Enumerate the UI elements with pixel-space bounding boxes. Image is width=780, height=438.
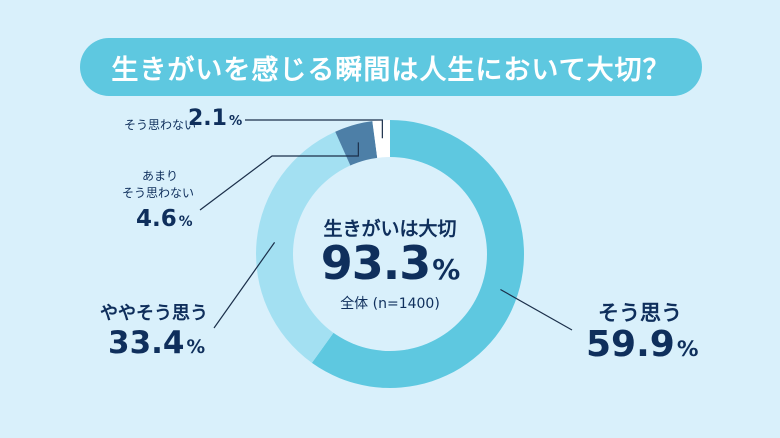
leader-line-no (245, 119, 383, 139)
label-no-name: そう思わない (124, 118, 197, 132)
label-somewhat-no-line1: あまり (142, 169, 179, 183)
title-banner: 生きがいを感じる瞬間は人生において大切？ (80, 38, 702, 96)
center-value-number: 93.3 (320, 236, 431, 290)
leader-line-somewhat-no (199, 142, 359, 211)
label-yes-unit: % (676, 337, 699, 362)
label-somewhat-no-name: あまり そう思わない (120, 168, 194, 202)
leader-line-yes (500, 288, 573, 331)
label-no-value: 2.1% (188, 106, 242, 131)
center-value-unit: % (432, 253, 460, 286)
label-somewhat-yes-name: ややそう思う (100, 303, 208, 324)
label-somewhat-no-unit: % (178, 214, 193, 230)
label-somewhat-yes-number: 33.4 (108, 325, 185, 361)
label-somewhat-yes-value: 33.4% (108, 325, 205, 361)
label-no-number: 2.1 (188, 106, 227, 131)
label-somewhat-yes-unit: % (186, 337, 206, 358)
chart-title: 生きがいを感じる瞬間は人生において大切？ (111, 54, 671, 86)
label-yes-number: 59.9 (586, 324, 675, 365)
center-caption: 生きがいは大切 (323, 218, 457, 240)
label-somewhat-no-number: 4.6 (136, 206, 177, 232)
label-somewhat-no-value: 4.6% (136, 206, 193, 232)
label-yes-name: そう思う (598, 301, 682, 325)
label-no-unit: % (228, 114, 243, 129)
center-value: 93.3% (290, 236, 490, 290)
donut-hole (293, 157, 487, 351)
leader-line-somewhat-yes (213, 242, 276, 329)
center-sample-size: 全体 (n=1400) (340, 296, 440, 312)
label-somewhat-no-line2: そう思わない (121, 186, 194, 200)
label-yes-value: 59.9% (586, 324, 698, 365)
